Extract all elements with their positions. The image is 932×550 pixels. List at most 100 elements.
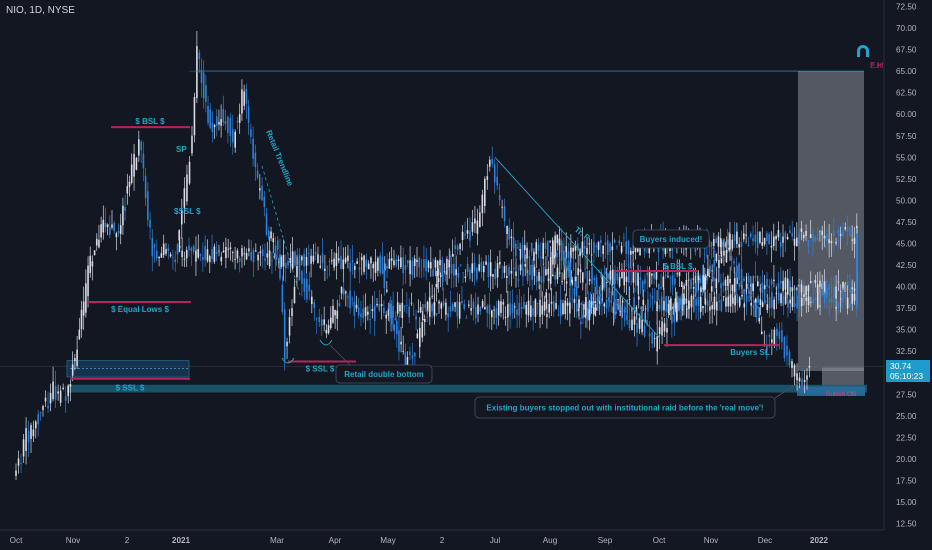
candle-body [451, 303, 454, 311]
candle-body [356, 261, 358, 264]
candle-body [428, 297, 431, 308]
candle-body [238, 114, 241, 123]
candle-body [351, 260, 354, 263]
candle-body [195, 250, 197, 262]
candle-body [369, 318, 371, 320]
candle-body [506, 275, 508, 279]
candle-body [681, 282, 683, 287]
candle-body [365, 259, 368, 267]
candle-body [723, 250, 725, 256]
candle-body [243, 253, 246, 255]
candle-body [594, 301, 596, 304]
projection-box-lower [822, 367, 864, 388]
candle-body [626, 314, 628, 320]
candle-body [709, 306, 711, 311]
candle-body [665, 296, 668, 312]
candle-body [402, 350, 404, 352]
candle-body [569, 262, 571, 287]
candle-body [718, 300, 720, 303]
candle-body [701, 275, 704, 283]
candle-body [306, 278, 308, 300]
y-tick-label: 25.00 [896, 412, 917, 421]
candle-body [245, 89, 248, 104]
candle-body [456, 301, 459, 317]
candle-body [162, 243, 165, 256]
candle-body [837, 229, 840, 234]
candle-body [697, 275, 700, 281]
candle-body [286, 341, 288, 347]
candle-body [853, 237, 856, 244]
candle-body [100, 224, 102, 238]
candle-body [552, 240, 554, 265]
x-tick-label: Oct [10, 536, 23, 545]
candle-body [411, 260, 414, 275]
candle-body [616, 245, 618, 247]
candle-body [613, 240, 616, 243]
candle-body [800, 228, 803, 232]
candle-body [280, 256, 282, 268]
candle-body [225, 246, 227, 258]
candle-body [805, 297, 808, 301]
candle-body [363, 255, 365, 272]
candle-body [690, 304, 693, 305]
candle-body [653, 338, 656, 340]
candle-body [582, 314, 584, 319]
candle-body [533, 266, 536, 276]
candle-body [568, 269, 570, 272]
candle-body [479, 212, 481, 228]
candle-body [453, 264, 455, 276]
candle-body [386, 265, 388, 269]
candle-body [597, 242, 600, 250]
candle-body [435, 313, 438, 315]
candle-body [625, 241, 628, 254]
candle-body [653, 249, 655, 251]
candle-body [679, 297, 681, 305]
candle-body [748, 290, 750, 294]
candle-body [759, 299, 762, 305]
liquidity-level-label: $ Equal Lows $ [111, 305, 169, 314]
candle-body [625, 276, 628, 282]
candle-body [626, 299, 629, 314]
candle-body [809, 281, 812, 284]
candle-body [830, 287, 833, 288]
candle-body [271, 259, 273, 261]
candle-body [581, 241, 584, 255]
candle-body [44, 397, 47, 402]
candle-body [738, 244, 740, 248]
candle-body [441, 273, 444, 283]
candle-body [545, 292, 548, 299]
candle-body [736, 294, 739, 304]
candle-body [39, 412, 42, 414]
x-tick-label: Jul [490, 536, 501, 545]
candle-body [725, 297, 727, 307]
candle-body [158, 256, 160, 259]
candle-body [563, 269, 566, 280]
candle-body [492, 274, 494, 277]
candle-body [588, 243, 591, 245]
candle-body [457, 272, 460, 278]
candle-body [719, 238, 722, 248]
candle-body [844, 227, 847, 230]
candle-body [549, 257, 552, 284]
candle-body [278, 261, 280, 263]
candle-body [623, 237, 625, 239]
candle-body [67, 386, 69, 397]
candle-body [387, 308, 390, 316]
candle-body [846, 297, 849, 309]
candle-body [190, 247, 193, 251]
candle-body [663, 300, 665, 311]
candle-body [510, 236, 513, 239]
candle-body [256, 170, 259, 178]
candle-body [409, 260, 411, 275]
candle-body [671, 275, 674, 285]
candle-body [335, 253, 338, 267]
candle-body [479, 307, 482, 312]
candle-body [338, 303, 341, 306]
candle-body [476, 220, 479, 234]
x-tick-label: 2022 [810, 536, 829, 545]
candle-body [481, 301, 484, 308]
candle-body [519, 249, 521, 251]
candle-body [727, 275, 729, 286]
candle-body [49, 392, 52, 404]
